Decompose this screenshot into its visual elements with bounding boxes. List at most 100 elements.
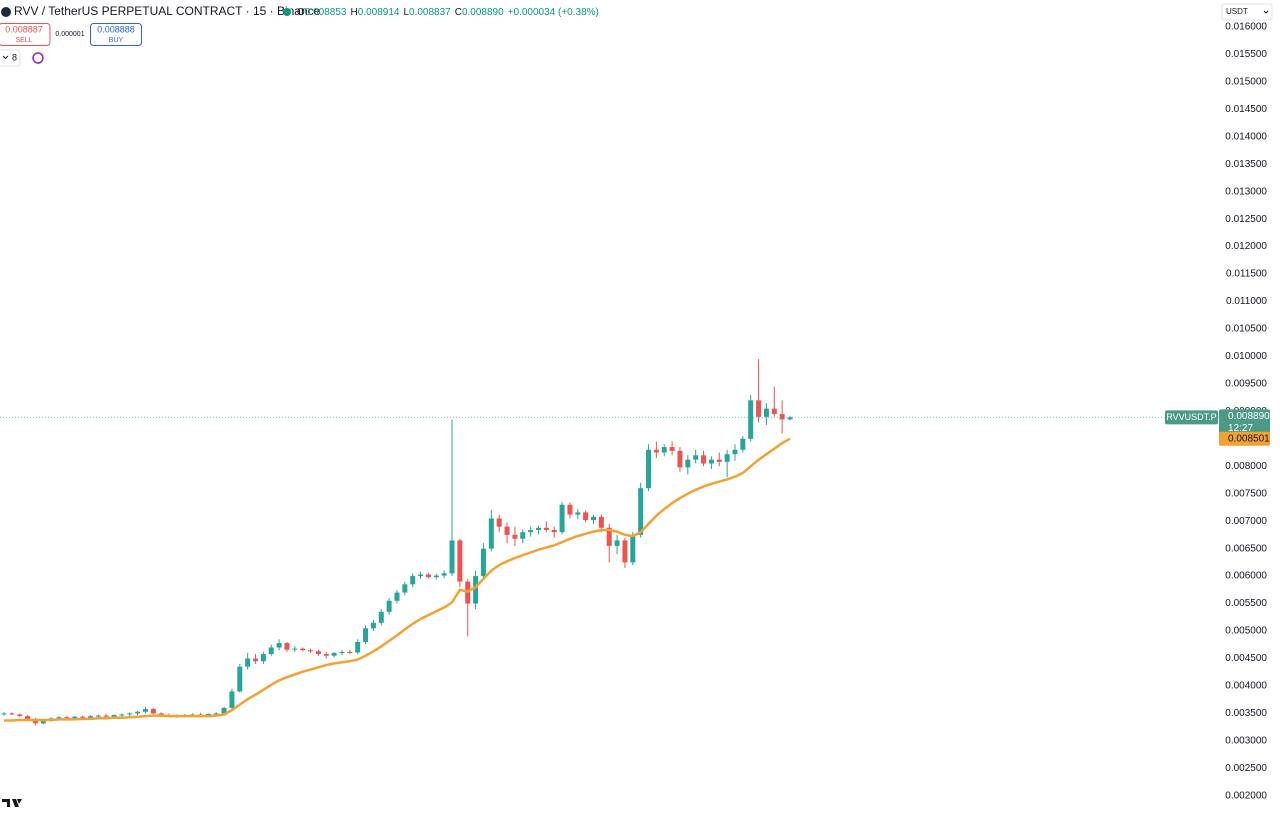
candle-body [276,643,282,648]
currency-selector[interactable] [1221,3,1273,21]
candle-body [72,716,78,719]
market-status [283,8,291,16]
candle-body [394,592,400,601]
candle-body [779,414,785,420]
y-tick-label: 0.016000 [1225,22,1267,33]
candle-body [669,447,675,451]
candle-body [708,459,714,464]
coin-icon [1,7,11,17]
candle-body [614,540,620,546]
candle-body [111,715,117,717]
candle-body [40,719,46,724]
buy-button[interactable]: 0.008888 BUY [90,23,142,46]
symbol-title[interactable]: RVV / TetherUS PERPETUAL CONTRACT · 15 ·… [14,4,321,18]
y-tick-label: 0.015500 [1225,49,1267,60]
symbol-label: RVVUSDT.P [1166,412,1216,422]
candle-body [441,573,447,576]
candle-body [331,652,337,656]
sell-price[interactable]: 0.008887 [5,24,43,34]
candle-body [771,408,777,415]
y-tick-label: 0.012000 [1225,241,1267,252]
candle-body [237,666,243,692]
buy-label[interactable]: BUY [109,37,124,44]
candle-body [229,691,235,708]
ohlc: O0.008853 H0.008914 L0.008837 C0.008890 +0.0… [297,7,599,18]
candle-body [56,717,62,719]
y-tick-label: 0.014000 [1225,131,1267,142]
y-tick-label: 0.011000 [1226,296,1267,307]
last-price: 0.008890 [1228,411,1270,422]
y-tick-label: 0.009500 [1225,379,1267,390]
candle-body [653,449,659,453]
candle-body [732,449,738,455]
candle-body [543,527,549,530]
indicator-count[interactable]: 8 [12,52,17,62]
spread: 0.000001 [55,31,84,38]
candle-body [205,713,211,716]
candle-body [370,622,376,629]
candle-body [284,643,290,650]
y-tick-label: 0.007500 [1225,488,1267,499]
candle-body [748,400,754,439]
y-tick-label: 0.010000 [1225,351,1267,362]
moving-average [4,437,791,722]
candle-body [1,713,7,715]
tradingview-logo[interactable] [2,799,22,807]
y-tick-label: 0.011500 [1226,269,1267,280]
candle-body [661,447,667,453]
indicators-toggle[interactable] [0,49,21,67]
candle-body [457,540,463,582]
candle-body [158,713,164,716]
candle-body [418,574,424,577]
buy-box[interactable] [90,23,142,46]
ohlc-label: L [403,7,409,18]
candle-body [701,455,707,464]
symbol-label-box [1165,410,1218,425]
candle-body [606,527,612,546]
ohlc-value: 0.008837 [409,7,451,18]
y-tick-label: 0.012500 [1225,214,1267,225]
candle-body [17,714,23,717]
reload-icon[interactable] [32,52,44,64]
y-tick-label: 0.014500 [1225,104,1267,115]
candle-body [677,450,683,468]
sell-box[interactable] [0,23,51,46]
dropdown-icon [1263,10,1269,14]
candle-body [756,400,762,417]
candle-body [598,516,604,528]
sell-label[interactable]: SELL [15,37,32,44]
candle-body [315,651,321,655]
plot-area [0,359,1220,726]
candle-body [363,628,369,643]
candle-body [638,488,644,535]
buy-price[interactable]: 0.008888 [97,24,135,34]
candle-body [559,504,565,533]
candle-body [410,576,416,585]
candle-body [135,711,141,714]
currency[interactable]: USDT [1226,7,1248,16]
y-tick-label: 0.005000 [1225,626,1267,637]
candle-body [622,540,628,563]
candle-body [449,540,455,574]
candle-body [473,576,479,604]
sell-button[interactable]: 0.008887 SELL [0,23,51,46]
candle-body [567,504,573,515]
candle-body [646,449,652,489]
candle-body [308,650,314,652]
ma-value-box [1219,431,1270,446]
candle-body [245,658,251,667]
y-tick-label: 0.002500 [1225,763,1267,774]
ohlc-label: C [455,7,462,18]
ohlc-label: O [297,7,305,18]
candle-body [425,574,431,578]
candle-body [25,716,31,719]
y-tick-label: 0.003000 [1225,735,1267,746]
y-tick-label: 0.004000 [1225,681,1267,692]
candle-body [339,651,345,653]
y-tick-label: 0.002000 [1225,790,1267,801]
candle-body [87,716,93,718]
candle-body [740,438,746,450]
ohlc-value: 0.008890 [462,7,504,18]
countdown: 12:27 [1228,423,1253,434]
